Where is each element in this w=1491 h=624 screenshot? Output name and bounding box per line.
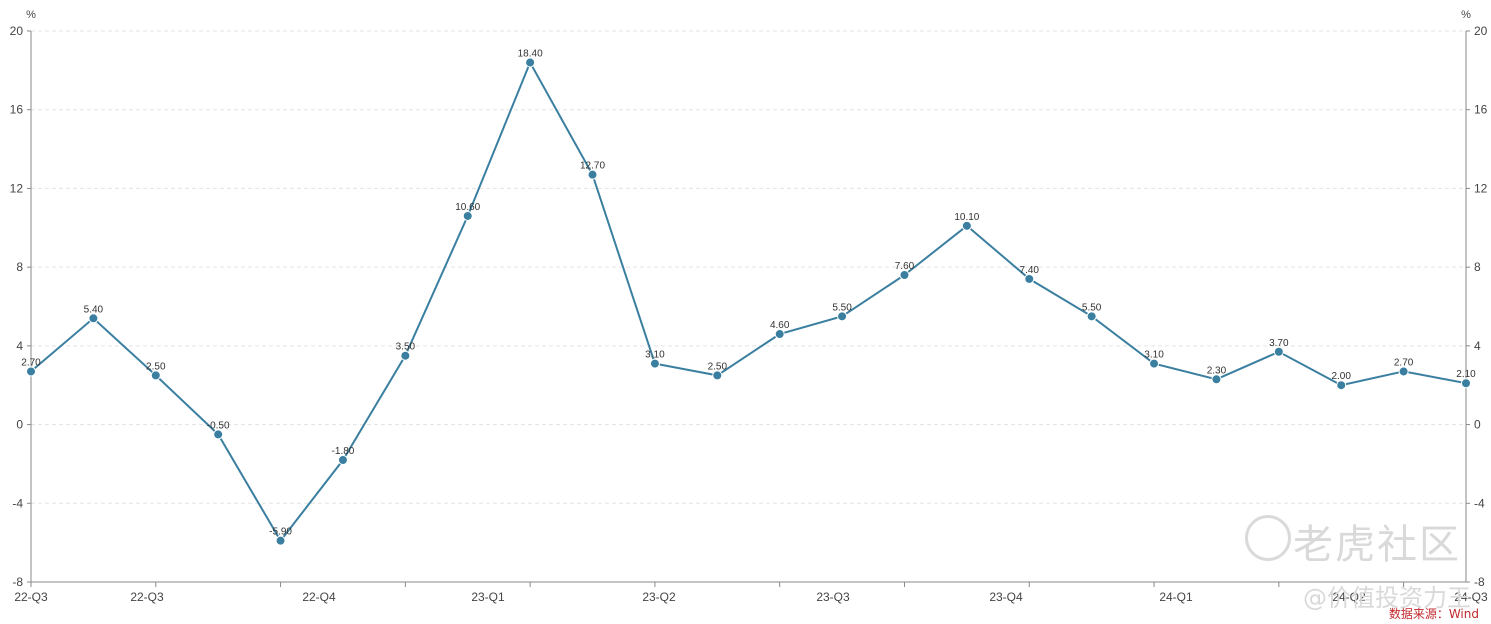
y-tick-label-right: 0 xyxy=(1474,418,1481,432)
data-point xyxy=(525,57,536,68)
y-tick-label-left: -4 xyxy=(12,496,23,510)
data-point xyxy=(899,270,910,281)
data-label: 3.10 xyxy=(1144,350,1164,361)
data-point xyxy=(213,429,224,440)
data-label: 2.30 xyxy=(1207,365,1227,376)
series-line xyxy=(30,60,1467,543)
x-tick-label: 24-Q2 xyxy=(1332,590,1366,604)
y-tick-label-right: 12 xyxy=(1474,181,1488,195)
data-label: -1.80 xyxy=(332,446,355,457)
data-label: 5.50 xyxy=(1082,302,1102,313)
data-point xyxy=(462,210,473,221)
y-tick-label-right: -4 xyxy=(1474,496,1485,510)
data-point xyxy=(1024,273,1035,284)
y-tick-label-right: 4 xyxy=(1474,339,1481,353)
data-label: 2.50 xyxy=(708,361,728,372)
data-label: 3.70 xyxy=(1269,338,1289,349)
y-tick-label-left: 4 xyxy=(16,339,23,353)
x-tick-label: 23-Q3 xyxy=(816,590,850,604)
data-point xyxy=(1461,378,1471,389)
data-point xyxy=(1086,311,1097,322)
data-label: 5.40 xyxy=(84,304,104,315)
data-point xyxy=(712,370,723,381)
data-label: 4.60 xyxy=(770,320,790,331)
tick-labels: -8 -8 -4 -4 0 0 4 4 8 8 12 12 16 16 20 20% % 22-Q3 22-Q3 22… xyxy=(10,9,1488,604)
data-point xyxy=(1336,380,1347,391)
y-tick-label-left: -8 xyxy=(12,575,23,589)
y-tick-label-right: 20 xyxy=(1474,24,1488,38)
y-tick-label-right: 8 xyxy=(1474,260,1481,274)
x-tick-label: 23-Q4 xyxy=(989,590,1023,604)
data-point xyxy=(150,370,161,381)
data-point xyxy=(1211,374,1222,385)
data-point xyxy=(88,313,99,324)
data-label: 2.00 xyxy=(1331,371,1351,382)
data-point xyxy=(275,535,286,546)
data-point xyxy=(961,220,972,231)
data-label: 12.70 xyxy=(580,161,605,172)
watermark-author: @价值投资力王 xyxy=(1303,584,1471,612)
x-tick-label: 24-Q3 xyxy=(1454,590,1488,604)
x-tick-label: 22-Q4 xyxy=(302,590,336,604)
data-label: -0.50 xyxy=(207,420,230,431)
y-tick-label-left: 12 xyxy=(10,181,24,195)
data-point xyxy=(337,454,348,465)
gridlines xyxy=(31,30,1466,504)
data-point xyxy=(400,350,411,361)
data-label: 2.50 xyxy=(146,361,166,372)
x-tick-label: 23-Q2 xyxy=(642,590,676,604)
y-tick-label-left: 16 xyxy=(10,103,24,117)
data-label: 18.40 xyxy=(518,48,543,59)
watermark-logo-icon xyxy=(1245,515,1291,561)
data-point xyxy=(26,366,36,377)
axes xyxy=(27,30,1470,587)
data-label: 3.50 xyxy=(396,342,416,353)
y-tick-label-left: 8 xyxy=(16,260,23,274)
data-label: 10.60 xyxy=(455,202,480,213)
x-tick-label: 24-Q1 xyxy=(1159,590,1193,604)
data-label: 2.70 xyxy=(21,357,41,368)
y-axis-unit-right: % xyxy=(1461,9,1471,21)
y-tick-label-left: 20 xyxy=(10,24,24,38)
data-label: 2.10 xyxy=(1456,369,1476,380)
series-line-layer xyxy=(30,60,1467,543)
y-tick-label-right: 16 xyxy=(1474,103,1488,117)
data-labels: 2.70 5.40 2.50 -0.50 -5.90 -1.80 3.50 10.60 18.4… xyxy=(21,48,1476,537)
data-label: 10.10 xyxy=(954,212,979,223)
y-tick-label-left: 0 xyxy=(16,418,23,432)
data-label: 7.60 xyxy=(895,261,915,272)
data-point xyxy=(1398,366,1409,377)
x-tick-label: 22-Q3 xyxy=(14,590,48,604)
x-tick-label: 22-Q3 xyxy=(130,590,164,604)
data-label: 7.40 xyxy=(1020,265,1040,276)
data-point xyxy=(774,329,785,340)
data-point xyxy=(587,169,598,180)
data-source: 数据来源：Wind xyxy=(1388,607,1479,621)
y-tick-label-right: -8 xyxy=(1474,575,1485,589)
data-label: -5.90 xyxy=(269,527,292,538)
y-axis-unit-left: % xyxy=(26,9,36,21)
data-point xyxy=(649,358,660,369)
data-point xyxy=(1273,346,1284,357)
data-label: 2.70 xyxy=(1394,357,1414,368)
data-points xyxy=(26,57,1471,546)
data-label: 3.10 xyxy=(645,350,665,361)
data-point xyxy=(1149,358,1160,369)
watermark-logo-text: 老虎社区 xyxy=(1293,522,1461,568)
data-label: 5.50 xyxy=(832,302,852,313)
x-tick-label: 23-Q1 xyxy=(471,590,505,604)
data-point xyxy=(837,311,848,322)
